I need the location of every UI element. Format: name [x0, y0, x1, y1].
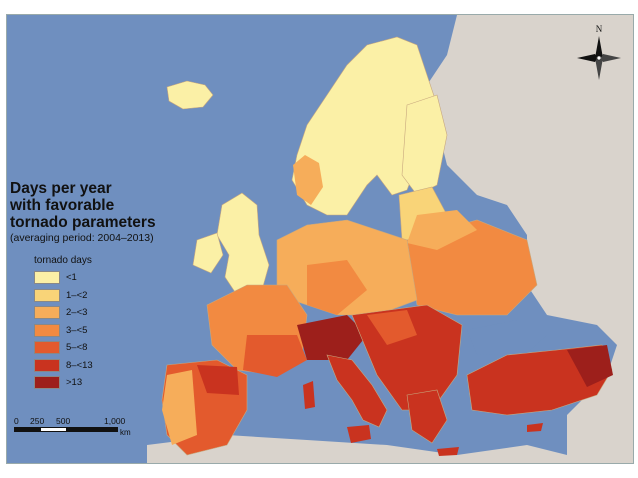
legend-label: >13	[66, 377, 83, 389]
italy	[326, 354, 388, 428]
ireland	[192, 232, 224, 274]
north-italy	[297, 315, 367, 360]
compass-icon: N	[577, 24, 621, 80]
scale-labels: 0 250 500 1,000	[14, 416, 134, 426]
legend-label: 1–<2	[66, 289, 88, 301]
legend-item: 8–<13	[34, 357, 93, 375]
crete	[437, 447, 459, 456]
finland	[401, 94, 448, 196]
legend-item: <1	[34, 269, 93, 287]
compass-n-label: N	[596, 24, 603, 34]
north-spain	[197, 365, 239, 395]
iceland	[166, 80, 214, 110]
title-line-3: tornado parameters	[10, 214, 156, 231]
legend-swatch	[34, 323, 60, 337]
legend-swatch	[34, 288, 60, 302]
scale-label-0: 0	[14, 416, 19, 426]
north-africa-land	[147, 435, 567, 463]
legend-swatch	[34, 358, 60, 372]
black-sea	[467, 320, 547, 355]
east-turkey	[567, 345, 613, 387]
legend-label: 5–<8	[66, 342, 88, 354]
legend-item: 5–<8	[34, 339, 93, 357]
norway-west	[293, 155, 323, 205]
map-subtitle: (averaging period: 2004–2013)	[10, 232, 154, 244]
legend-swatch	[34, 271, 60, 285]
portugal-west-spain	[162, 370, 197, 445]
south-france	[243, 335, 307, 377]
scale-bar-graphic	[14, 427, 118, 432]
russia-land	[427, 15, 633, 463]
legend-label: 8–<13	[66, 359, 93, 371]
legend-label: 2–<3	[66, 307, 88, 319]
sardinia	[303, 381, 315, 409]
map-title-block: Days per year with favorable tornado par…	[10, 180, 210, 244]
legend-rows: <1 1–<2 2–<3 3–<5 5–<8 8–<13 >13	[34, 269, 93, 392]
scale-label-250: 250	[30, 416, 45, 426]
legend: tornado days <1 1–<2 2–<3 3–<5 5–<8 8–<13 >13	[34, 255, 93, 392]
hungary	[367, 310, 417, 345]
legend-swatch	[34, 341, 60, 355]
legend-item: >13	[34, 374, 93, 392]
europe-map	[7, 15, 633, 463]
scale-label-1000: 1,000	[104, 416, 126, 426]
scale-seg-2	[40, 428, 66, 431]
legend-swatch	[34, 306, 60, 320]
legend-item: 1–<2	[34, 287, 93, 305]
scale-bar: 0 250 500 1,000 km	[14, 416, 144, 437]
scale-seg-3	[66, 428, 117, 431]
belarus	[407, 210, 477, 250]
legend-item: 3–<5	[34, 322, 93, 340]
legend-label: <1	[66, 272, 77, 284]
south-germany	[307, 260, 367, 315]
scale-seg-1	[15, 428, 41, 431]
legend-item: 2–<3	[34, 304, 93, 322]
scale-unit: km	[120, 428, 131, 437]
title-line-2: with favorable	[10, 197, 115, 214]
title-line-1: Days per year	[10, 180, 112, 197]
greece	[406, 389, 448, 444]
sicily	[347, 425, 371, 443]
scale-label-500: 500	[56, 416, 71, 426]
cyprus	[527, 423, 543, 432]
legend-heading: tornado days	[34, 255, 92, 266]
map-frame	[6, 14, 634, 464]
legend-label: 3–<5	[66, 324, 88, 336]
legend-swatch	[34, 376, 60, 390]
compass-rose: N	[575, 22, 623, 84]
